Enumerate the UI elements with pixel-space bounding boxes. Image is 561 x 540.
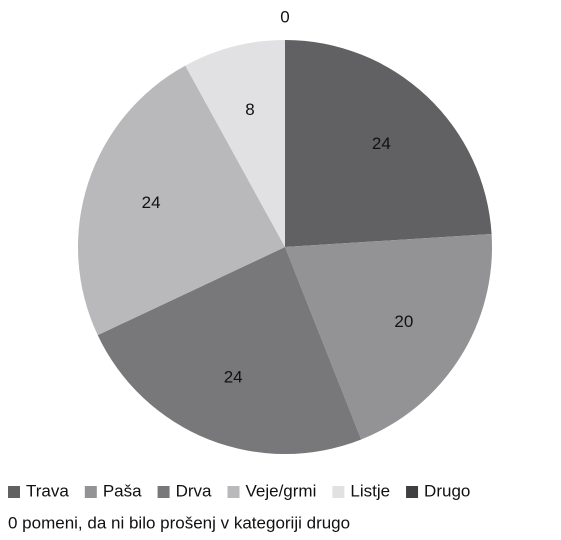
legend-label: Paša	[103, 481, 142, 500]
legend-label: Drva	[176, 481, 212, 500]
data-label: 20	[394, 312, 413, 331]
pie-slice	[285, 40, 492, 247]
legend-label: Trava	[26, 481, 69, 500]
legend-swatch	[406, 486, 419, 498]
data-label: 24	[372, 134, 391, 153]
legend-label: Veje/grmi	[245, 481, 316, 500]
legend-swatch	[227, 486, 240, 498]
data-label: 24	[142, 193, 161, 212]
data-label: 8	[245, 100, 254, 119]
pie-slice	[185, 40, 285, 247]
pie-slice	[285, 234, 492, 440]
annotation: 0 pomeni, da ni bilo prošenj v kategorij…	[8, 513, 350, 532]
data-label: 0	[280, 7, 289, 26]
legend-label: Drugo	[424, 481, 470, 500]
pie-slice	[77, 65, 285, 336]
legend-swatch	[8, 486, 20, 498]
legend-label: Listje	[350, 481, 390, 500]
legend-swatch	[157, 486, 170, 498]
legend-swatch	[332, 486, 345, 498]
data-label: 24	[224, 367, 243, 386]
legend-swatch	[84, 486, 97, 498]
pie-slice	[97, 247, 362, 454]
